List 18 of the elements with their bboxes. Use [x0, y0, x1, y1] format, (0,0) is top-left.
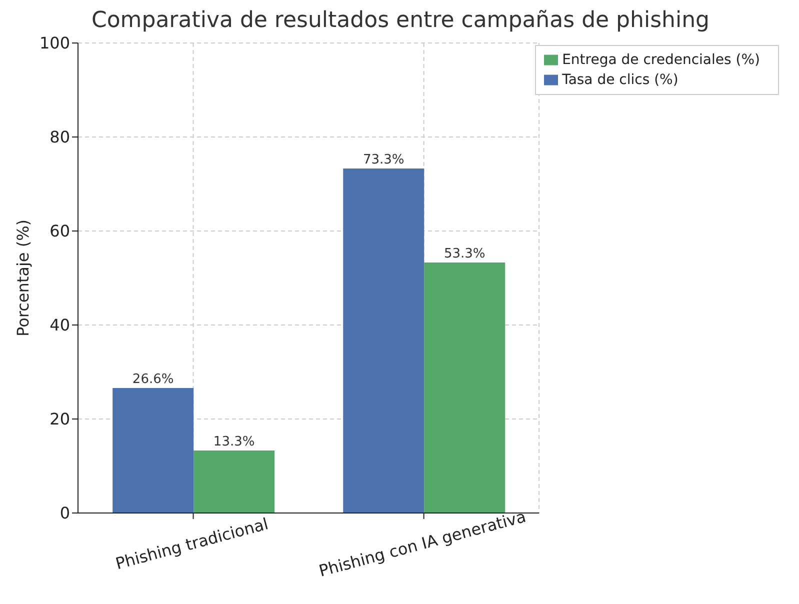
data-label: 13.3% [213, 434, 255, 450]
y-tick-label: 40 [50, 316, 70, 335]
chart-title: Comparativa de resultados entre campañas de phishing [90, 8, 711, 33]
y-tick-label: 20 [50, 410, 70, 429]
bar [424, 262, 506, 513]
legend-label: Entrega de credenciales (%) [562, 52, 760, 68]
data-label: 26.6% [132, 372, 174, 387]
bar [112, 388, 194, 513]
y-tick-label: 80 [50, 128, 70, 147]
y-tick-label: 0 [60, 504, 70, 523]
y-tick-label: 100 [39, 34, 70, 53]
data-label: 73.3% [362, 152, 404, 168]
data-label: 53.3% [444, 246, 486, 262]
bar [343, 168, 424, 513]
legend-label: Tasa de clics (%) [562, 72, 678, 88]
bar [194, 450, 275, 513]
y-axis-title: Porcentaje (%) [14, 219, 33, 337]
y-tick-label: 60 [50, 222, 70, 241]
